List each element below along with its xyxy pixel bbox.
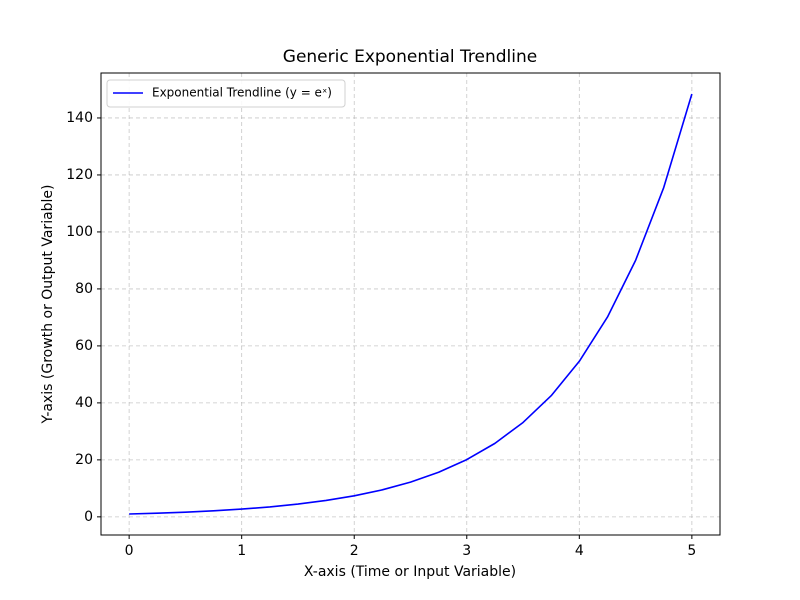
data-line bbox=[129, 93, 693, 515]
y-tick-label: 20 bbox=[75, 452, 93, 468]
chart-title: Generic Exponential Trendline bbox=[283, 47, 537, 67]
y-tick-label: 0 bbox=[84, 509, 93, 525]
x-tick-label: 3 bbox=[462, 543, 471, 559]
y-tick-label: 120 bbox=[66, 167, 93, 183]
y-tick-label: 60 bbox=[75, 338, 93, 354]
x-tick-label: 2 bbox=[350, 543, 359, 559]
y-tick-label: 40 bbox=[75, 395, 93, 411]
legend-box bbox=[106, 79, 346, 108]
legend: Exponential Trendline (y = eˣ) bbox=[106, 79, 346, 108]
y-axis-label: Y-axis (Growth or Output Variable) bbox=[40, 184, 56, 424]
x-tick-label: 5 bbox=[687, 543, 696, 559]
x-tick-label: 4 bbox=[575, 543, 584, 559]
x-tick-label: 1 bbox=[237, 543, 246, 559]
x-tick-label: 0 bbox=[125, 543, 134, 559]
x-axis-label: X-axis (Time or Input Variable) bbox=[304, 564, 516, 580]
legend-label: Exponential Trendline (y = eˣ) bbox=[152, 86, 332, 100]
y-tick-label: 100 bbox=[66, 224, 93, 240]
plot-frame bbox=[100, 72, 721, 536]
y-tick-label: 80 bbox=[75, 281, 93, 297]
y-tick-label: 140 bbox=[66, 110, 93, 126]
